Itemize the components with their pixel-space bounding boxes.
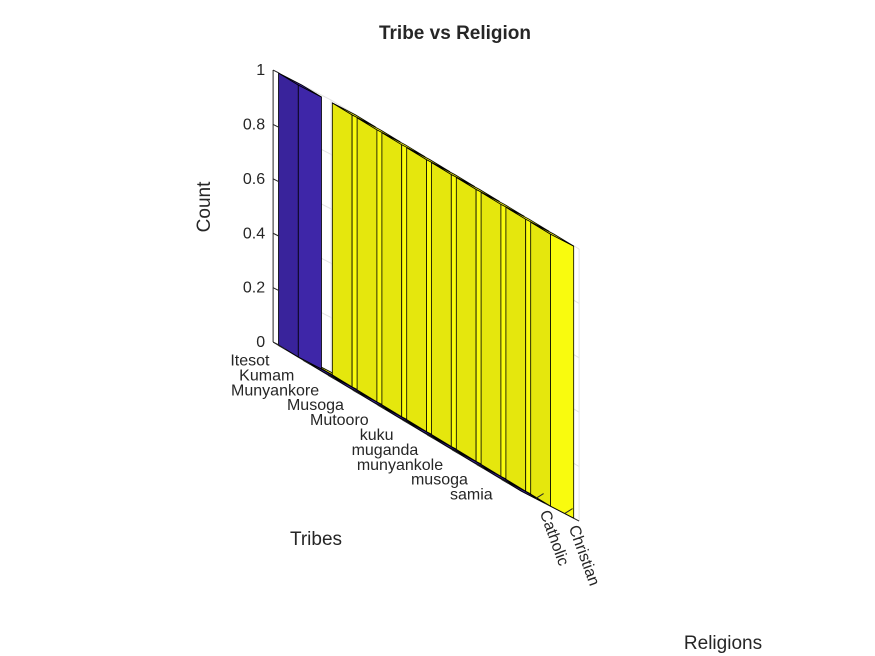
bar-face-front <box>406 146 427 433</box>
z-tick-label: 0.4 <box>243 225 265 242</box>
bar-face-top <box>278 72 322 98</box>
bar-face-front <box>381 131 403 418</box>
labels: 0 0.2 0.4 0.6 0.8 1 ItesotKumamMunyankoreMusog… <box>230 62 602 588</box>
bar-face-side <box>550 233 575 519</box>
bar-base <box>501 478 545 504</box>
y-tick-mark <box>535 493 544 499</box>
x-tick-mark <box>427 434 435 440</box>
x-tick-mark <box>278 345 286 350</box>
bar-face-front <box>455 176 477 463</box>
z-tick-label: 0 <box>256 334 265 351</box>
bar-catholic-samia <box>501 478 545 504</box>
x-tick-mark <box>451 449 460 455</box>
x-tick-mark <box>377 404 385 410</box>
z-tick-label: 0.2 <box>243 280 265 297</box>
bars <box>278 72 575 519</box>
tribe-label: samia <box>450 487 493 504</box>
tribe-label: muganda <box>352 442 419 459</box>
z-tick-mark <box>272 178 280 183</box>
x-axis-title: Tribes <box>290 529 342 550</box>
y-axis-title: Religions <box>684 633 762 654</box>
z-tick-mark <box>272 232 280 237</box>
z-tick-mark <box>272 341 280 346</box>
religion-label: Catholic <box>536 508 572 568</box>
x-tick-mark <box>303 359 311 365</box>
bar-face-front <box>530 221 551 507</box>
x-tick-mark <box>402 419 410 425</box>
religion-label: Christian <box>565 523 603 588</box>
tribe-label: Mutooro <box>310 412 369 429</box>
bar-face-front <box>431 161 452 448</box>
bar-face-front <box>356 117 378 403</box>
tribe-label: kuku <box>360 427 394 444</box>
tribe-label: Kumam <box>239 367 294 384</box>
bar-face-side <box>297 84 322 370</box>
x-tick-mark <box>476 464 485 470</box>
x-tick-mark <box>501 479 509 485</box>
tribe-label: Itesot <box>230 353 270 370</box>
tribe-label: musoga <box>411 472 468 489</box>
chart-title: Tribe vs Religion <box>379 23 531 44</box>
bar-face-top <box>530 221 574 247</box>
z-tick-label: 1 <box>256 62 265 79</box>
bar-face-front <box>331 102 353 388</box>
bar-christian-samia <box>530 221 575 519</box>
z-axis-title: Count <box>194 181 215 232</box>
bar-face-front <box>278 72 299 358</box>
tribe-label: Munyankore <box>231 382 319 399</box>
z-tick-mark <box>272 69 280 74</box>
z-tick-label: 0.8 <box>243 116 265 133</box>
z-tick-mark <box>272 287 280 292</box>
z-tick-mark <box>272 124 280 128</box>
x-tick-mark <box>327 374 336 380</box>
bar-catholic-itesot <box>278 72 322 370</box>
z-tick-label: 0.6 <box>243 171 265 188</box>
bar-face-front <box>505 206 527 492</box>
tribe-label: munyankole <box>357 457 443 474</box>
tribe-label: Musoga <box>287 397 344 414</box>
x-tick-mark <box>352 389 361 395</box>
bar-face-front <box>480 191 502 478</box>
y-tick-mark <box>564 508 573 514</box>
